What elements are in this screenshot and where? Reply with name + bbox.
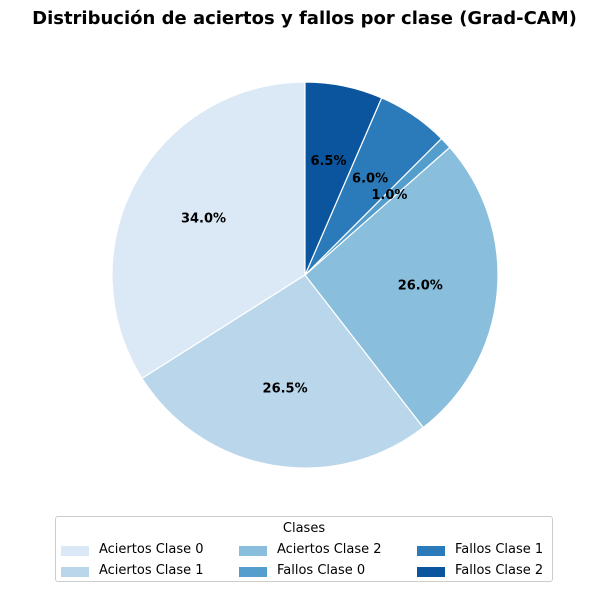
legend-label: Fallos Clase 0 [277,563,366,578]
pie-slice [304,146,499,429]
pie-labels: 34.0% 26.5% 26.0% 1.0%6.0% 6.5% [181,154,443,396]
legend-label: Fallos Clase 2 [455,563,544,578]
pie-chart: 34.0% 26.5% 26.0% 1.0%6.0% 6.5% [111,81,499,469]
legend-label: Fallos Clase 1 [455,542,544,557]
pie-slice [111,81,306,380]
legend-swatch [61,567,89,577]
legend-label: Aciertos Clase 1 [99,563,204,578]
slice-label: 26.5% [263,382,308,397]
legend-swatch [417,546,445,556]
chart-legend: Clases Aciertos Clase 0 Aciertos Clase 1 A… [55,516,553,582]
legend-swatch [417,567,445,577]
slice-label: 6.0% [352,172,388,187]
slice-label: 34.0% [181,212,226,227]
pie-slice [304,81,383,276]
legend-swatch [239,546,267,556]
pie-slices [111,81,499,469]
slice-label: 6.5% [310,154,346,169]
chart-title: Distribución de aciertos y fallos por cl… [32,8,577,29]
legend-title: Clases [282,521,326,536]
legend-swatch [239,567,267,577]
legend-label: Aciertos Clase 0 [99,542,204,557]
legend-swatch [61,546,89,556]
legend-label: Aciertos Clase 2 [277,542,382,557]
slice-label: 1.0% [371,188,407,203]
pie-slice [141,274,425,469]
slice-label: 26.0% [398,278,443,293]
